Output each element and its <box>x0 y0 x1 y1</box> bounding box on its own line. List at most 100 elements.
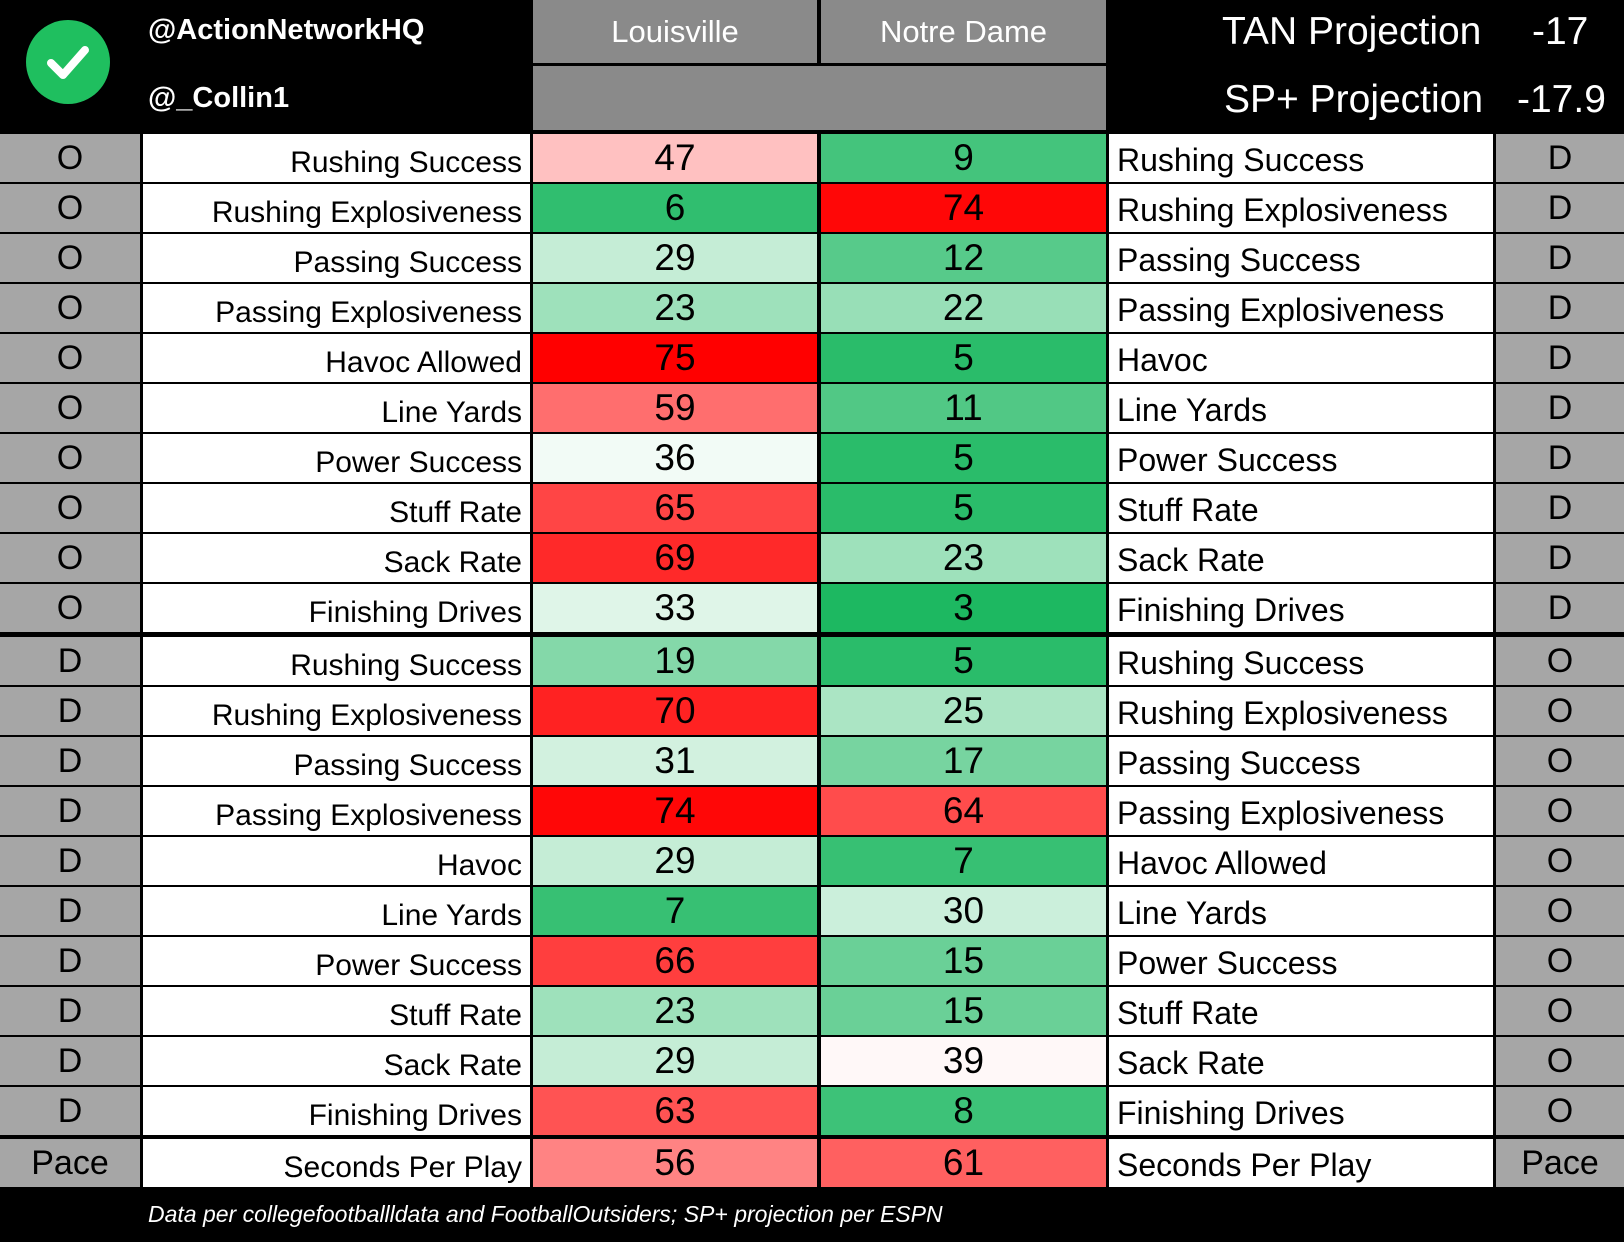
notre-dame-rank-cell: 5 <box>821 484 1106 532</box>
side-label-right: D <box>1496 534 1624 582</box>
notre-dame-rank-cell: 5 <box>821 334 1106 382</box>
louisville-rank-cell: 70 <box>533 687 817 735</box>
side-label-right: O <box>1496 987 1624 1035</box>
side-label-right: O <box>1496 687 1624 735</box>
side-label-right: D <box>1496 134 1624 182</box>
team-header-louisville: Louisville <box>533 0 817 63</box>
stat-label-left: Passing Success <box>143 234 530 282</box>
side-label-left: O <box>0 584 140 632</box>
louisville-rank-cell: 29 <box>533 837 817 885</box>
louisville-rank-cell: 19 <box>533 637 817 685</box>
stat-label-right: Finishing Drives <box>1109 1087 1493 1135</box>
louisville-rank-cell: 69 <box>533 534 817 582</box>
side-label-right: D <box>1496 284 1624 332</box>
stat-label-left: Sack Rate <box>143 534 530 582</box>
handle-collin[interactable]: @_Collin1 <box>148 82 290 114</box>
louisville-rank-cell: 74 <box>533 787 817 835</box>
stat-label-right: Seconds Per Play <box>1109 1139 1493 1187</box>
side-label-left: O <box>0 384 140 432</box>
louisville-rank-cell: 63 <box>533 1087 817 1135</box>
side-label-left: D <box>0 737 140 785</box>
stat-label-right: Power Success <box>1109 434 1493 482</box>
stat-label-right: Passing Explosiveness <box>1109 787 1493 835</box>
stat-label-right: Passing Success <box>1109 234 1493 282</box>
notre-dame-rank-cell: 64 <box>821 787 1106 835</box>
notre-dame-rank-cell: 8 <box>821 1087 1106 1135</box>
side-label-right: Pace <box>1496 1139 1624 1187</box>
stat-label-right: Stuff Rate <box>1109 484 1493 532</box>
side-label-right: O <box>1496 787 1624 835</box>
stat-label-left: Rushing Explosiveness <box>143 184 530 232</box>
louisville-rank-cell: 29 <box>533 1037 817 1085</box>
stat-label-right: Passing Explosiveness <box>1109 284 1493 332</box>
louisville-rank-cell: 31 <box>533 737 817 785</box>
louisville-rank-cell: 75 <box>533 334 817 382</box>
stat-label-right: Line Yards <box>1109 887 1493 935</box>
stat-label-left: Seconds Per Play <box>143 1139 530 1187</box>
notre-dame-rank-cell: 61 <box>821 1139 1106 1187</box>
stat-label-left: Power Success <box>143 434 530 482</box>
side-label-left: D <box>0 1087 140 1135</box>
notre-dame-rank-cell: 15 <box>821 937 1106 985</box>
stat-label-left: Havoc Allowed <box>143 334 530 382</box>
notre-dame-rank-cell: 74 <box>821 184 1106 232</box>
stat-label-right: Sack Rate <box>1109 1037 1493 1085</box>
side-label-right: D <box>1496 484 1624 532</box>
side-label-left: D <box>0 1037 140 1085</box>
side-label-left: O <box>0 434 140 482</box>
stat-label-left: Havoc <box>143 837 530 885</box>
stat-label-right: Stuff Rate <box>1109 987 1493 1035</box>
side-label-left: D <box>0 837 140 885</box>
stat-label-left: Line Yards <box>143 384 530 432</box>
side-label-left: D <box>0 937 140 985</box>
side-label-right: D <box>1496 184 1624 232</box>
notre-dame-rank-cell: 11 <box>821 384 1106 432</box>
stat-label-left: Rushing Success <box>143 637 530 685</box>
louisville-rank-cell: 7 <box>533 887 817 935</box>
louisville-rank-cell: 56 <box>533 1139 817 1187</box>
stat-label-left: Line Yards <box>143 887 530 935</box>
stat-label-left: Rushing Explosiveness <box>143 687 530 735</box>
side-label-right: D <box>1496 384 1624 432</box>
footer-note: Data per collegefootballldata and Footba… <box>148 1201 943 1227</box>
side-label-left: O <box>0 284 140 332</box>
stat-label-right: Havoc Allowed <box>1109 837 1493 885</box>
stat-label-right: Power Success <box>1109 937 1493 985</box>
side-label-left: O <box>0 234 140 282</box>
notre-dame-rank-cell: 12 <box>821 234 1106 282</box>
side-label-right: O <box>1496 1087 1624 1135</box>
louisville-rank-cell: 47 <box>533 134 817 182</box>
notre-dame-rank-cell: 15 <box>821 987 1106 1035</box>
stat-label-left: Finishing Drives <box>143 1087 530 1135</box>
side-label-right: O <box>1496 1037 1624 1085</box>
louisville-rank-cell: 65 <box>533 484 817 532</box>
notre-dame-rank-cell: 3 <box>821 584 1106 632</box>
side-label-left: D <box>0 987 140 1035</box>
notre-dame-rank-cell: 25 <box>821 687 1106 735</box>
side-label-right: O <box>1496 937 1624 985</box>
stat-label-left: Passing Explosiveness <box>143 787 530 835</box>
check-circle-icon <box>26 20 110 104</box>
checkmark-icon <box>47 46 89 79</box>
stat-label-right: Line Yards <box>1109 384 1493 432</box>
stat-label-right: Havoc <box>1109 334 1493 382</box>
louisville-rank-cell: 6 <box>533 184 817 232</box>
notre-dame-rank-cell: 9 <box>821 134 1106 182</box>
side-label-right: O <box>1496 637 1624 685</box>
side-label-right: O <box>1496 737 1624 785</box>
notre-dame-rank-cell: 5 <box>821 434 1106 482</box>
handle-action-network[interactable]: @ActionNetworkHQ <box>148 14 425 46</box>
notre-dame-rank-cell: 22 <box>821 284 1106 332</box>
notre-dame-rank-cell: 7 <box>821 837 1106 885</box>
side-label-right: D <box>1496 334 1624 382</box>
side-label-right: D <box>1496 234 1624 282</box>
louisville-rank-cell: 66 <box>533 937 817 985</box>
side-label-left: D <box>0 687 140 735</box>
stat-label-left: Finishing Drives <box>143 584 530 632</box>
sp-projection-label: SP+ Projection <box>1224 78 1484 121</box>
side-label-right: O <box>1496 887 1624 935</box>
stat-label-left: Sack Rate <box>143 1037 530 1085</box>
louisville-rank-cell: 36 <box>533 434 817 482</box>
notre-dame-rank-cell: 17 <box>821 737 1106 785</box>
